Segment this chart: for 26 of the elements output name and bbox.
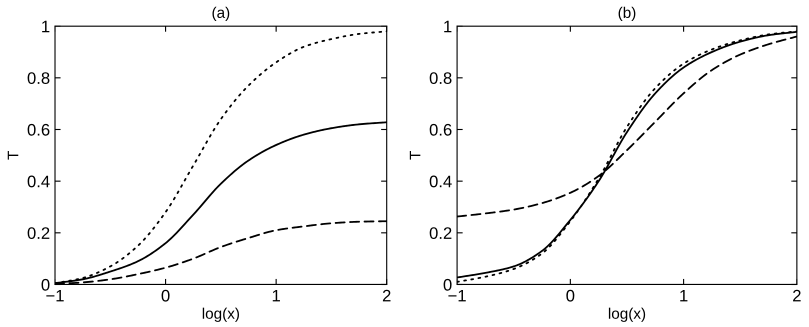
x-tick-label: 0: [566, 290, 574, 302]
x-tick-label: −1: [448, 290, 466, 302]
y-tick-label: 0.6: [28, 124, 50, 136]
y-tick-label: 0.6: [430, 124, 452, 136]
x-axis-title: log(x): [202, 308, 240, 322]
x-tick-label: 1: [272, 290, 280, 302]
y-tick-label: 1: [42, 20, 50, 32]
y-tick-label: 1: [444, 20, 452, 32]
x-axis-title: log(x): [608, 308, 646, 322]
x-tick-label: 2: [382, 290, 390, 302]
x-tick-label: −1: [46, 290, 64, 302]
y-tick-label: 0: [42, 278, 50, 291]
x-tick-label: 0: [162, 290, 170, 302]
y-tick-label: 0.2: [430, 227, 452, 240]
y-axis-title: T: [8, 151, 18, 160]
chart-title: (b): [618, 6, 636, 21]
y-tick-label: 0.2: [28, 227, 50, 240]
y-tick-label: 0.8: [430, 72, 452, 84]
y-tick-label: 0.8: [28, 72, 50, 84]
x-tick-label: 2: [793, 290, 801, 302]
chart-title: (a): [212, 6, 230, 21]
x-tick-label: 1: [680, 290, 688, 302]
y-tick-label: 0.4: [430, 176, 452, 188]
y-tick-label: 0: [444, 278, 452, 291]
y-tick-label: 0.4: [28, 176, 50, 188]
y-axis-title: T: [410, 151, 420, 160]
